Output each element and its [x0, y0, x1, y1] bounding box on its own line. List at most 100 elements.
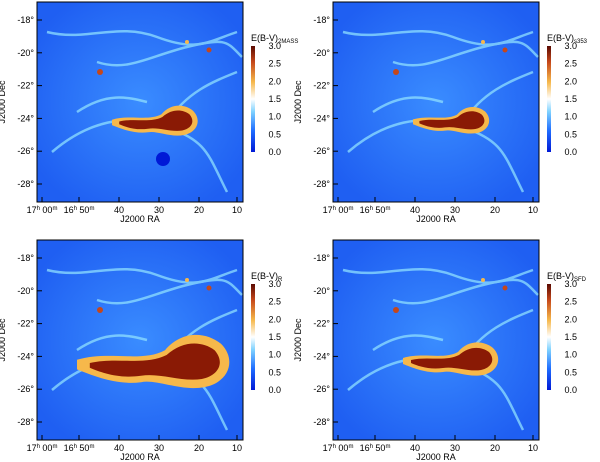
colorbar-tick-label: 0.0	[564, 147, 577, 157]
map-frame	[36, 1, 244, 203]
x-tick-label: 30	[154, 443, 164, 453]
y-tick-label: -18°	[17, 15, 34, 25]
dust-knot	[185, 278, 189, 282]
dust-knot	[481, 40, 485, 44]
colorbar-tick-label: 1.0	[268, 112, 281, 122]
colorbar-title: E(B-V)R	[251, 271, 283, 283]
dust-cloud	[77, 334, 230, 389]
colorbar-tick-label: 1.5	[268, 332, 281, 342]
y-tick-label: -26°	[313, 384, 330, 394]
x-tick-label: 40	[410, 443, 420, 453]
y-tick-label: -28°	[313, 417, 330, 427]
dust-knot	[185, 40, 189, 44]
colorbar-tick-label: 1.0	[564, 112, 577, 122]
x-tick-label: 10	[232, 443, 242, 453]
colorbar-tick-label: 3.0	[268, 41, 281, 51]
panel-s353: -18° -20° -22° -24° -26° -28° 17h 00m 16h 50m 40…	[293, 1, 588, 224]
y-tick-label: -18°	[313, 253, 330, 263]
colorbar	[251, 284, 255, 390]
x-tick-label: 17h 00m	[27, 205, 58, 215]
x-tick-label: 16h 50m	[360, 205, 391, 215]
colorbar-tick-label: 0.5	[564, 367, 577, 377]
dust-cloud	[413, 106, 490, 134]
map-frame	[332, 239, 540, 441]
y-tick-label: -26°	[313, 146, 330, 156]
x-axis-label: J2000 RA	[416, 214, 456, 224]
colorbar-tick-label: 3.0	[564, 41, 577, 51]
colorbar-tick-label: 0.5	[268, 129, 281, 139]
colorbar-tick-label: 0.0	[268, 385, 281, 395]
colorbar-tick-label: 2.0	[564, 314, 577, 324]
x-tick-label: 10	[232, 205, 242, 215]
dust-knot	[97, 69, 103, 75]
colorbar	[251, 46, 255, 152]
y-axis-label: J2000 Dec	[293, 318, 303, 362]
y-tick-label: -26°	[17, 384, 34, 394]
colorbar-tick-label: 2.0	[268, 314, 281, 324]
y-tick-label: -18°	[17, 253, 34, 263]
y-tick-label: -28°	[17, 179, 34, 189]
y-tick-label: -24°	[17, 113, 34, 123]
dust-cloud	[111, 105, 198, 136]
dust-knot	[393, 307, 399, 313]
y-axis-label: J2000 Dec	[0, 80, 7, 124]
x-tick-label: 40	[410, 205, 420, 215]
colorbar	[547, 46, 551, 152]
colorbar-tick-label: 1.5	[268, 94, 281, 104]
y-tick-label: -24°	[313, 351, 330, 361]
y-tick-label: -20°	[17, 48, 34, 58]
x-tick-label: 17h 00m	[323, 205, 354, 215]
map-frame	[332, 1, 540, 203]
colorbar-tick-label: 1.0	[564, 350, 577, 360]
x-tick-label: 40	[114, 205, 124, 215]
y-tick-label: -26°	[17, 146, 34, 156]
colorbar-tick-label: 1.0	[268, 350, 281, 360]
colorbar-tick-label: 2.0	[268, 76, 281, 86]
y-axis-label: J2000 Dec	[293, 80, 303, 124]
map-frame	[36, 239, 244, 441]
x-tick-label: 10	[528, 443, 538, 453]
x-tick-label: 16h 50m	[360, 443, 391, 453]
colorbar-tick-label: 0.5	[268, 367, 281, 377]
dust-knot	[206, 47, 212, 53]
x-tick-label: 17h 00m	[27, 443, 58, 453]
colorbar-tick-label: 0.0	[564, 385, 577, 395]
dust-cloud	[403, 342, 499, 376]
colorbar-tick-label: 0.5	[564, 129, 577, 139]
dust-knot	[206, 285, 212, 291]
colorbar	[547, 284, 551, 390]
x-tick-label: 40	[114, 443, 124, 453]
x-axis-label: J2000 RA	[120, 214, 160, 224]
y-tick-label: -20°	[313, 48, 330, 58]
x-axis-label: J2000 RA	[416, 452, 456, 462]
dust-knot	[481, 278, 485, 282]
colorbar-tick-label: 2.5	[564, 297, 577, 307]
dust-knot	[502, 47, 508, 53]
y-tick-label: -20°	[313, 286, 330, 296]
x-tick-label: 20	[194, 443, 204, 453]
colorbar-tick-label: 2.5	[268, 59, 281, 69]
colorbar-title: E(B-V)SFD	[547, 271, 587, 283]
x-tick-label: 16h 50m	[64, 205, 95, 215]
x-tick-label: 20	[490, 205, 500, 215]
x-tick-label: 30	[450, 443, 460, 453]
colorbar-tick-label: 3.0	[564, 279, 577, 289]
y-tick-label: -18°	[313, 15, 330, 25]
colorbar-tick-label: 2.5	[564, 59, 577, 69]
colorbar-tick-label: 3.0	[268, 279, 281, 289]
masked-star	[156, 152, 170, 166]
y-tick-label: -24°	[313, 113, 330, 123]
colorbar-tick-label: 2.0	[564, 76, 577, 86]
x-tick-label: 30	[154, 205, 164, 215]
colorbar-title: E(B-V)s353	[547, 33, 588, 45]
y-tick-label: -22°	[17, 319, 34, 329]
y-tick-label: -28°	[17, 417, 34, 427]
colorbar-tick-label: 0.0	[268, 147, 281, 157]
colorbar-title: E(B-V)2MASS	[251, 33, 298, 45]
colorbar-tick-label: 1.5	[564, 332, 577, 342]
y-tick-label: -22°	[17, 81, 34, 91]
y-tick-label: -28°	[313, 179, 330, 189]
colorbar-tick-label: 1.5	[564, 94, 577, 104]
y-tick-label: -22°	[313, 81, 330, 91]
